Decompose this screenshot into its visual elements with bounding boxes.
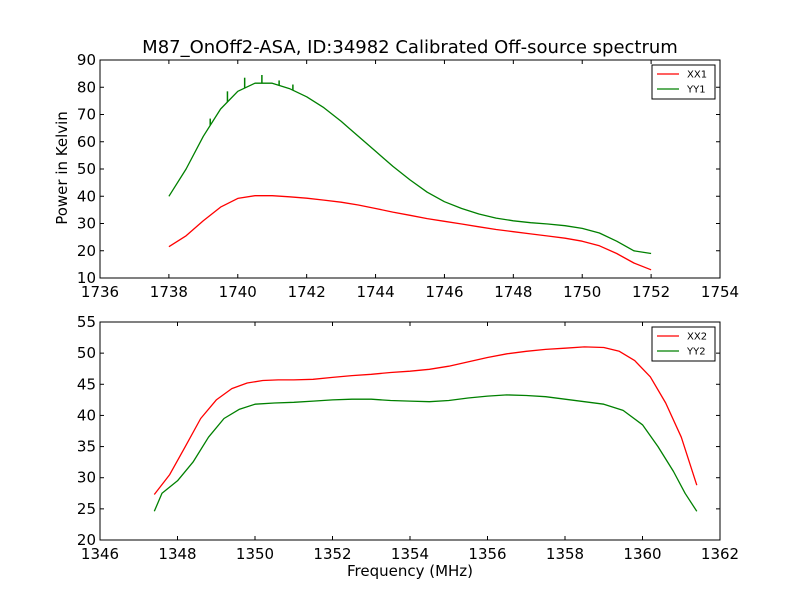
top-series-line-xx1 bbox=[168, 195, 652, 271]
top-panel: 1736 1738 1740 1742 1744 1746 1748 1750 1752 1754… bbox=[77, 51, 739, 301]
bottom-y-tick-label-6: 50 bbox=[77, 344, 96, 362]
top-x-tick-label-3: 1742 bbox=[288, 283, 326, 301]
bottom-legend-label-yy2: YY2 bbox=[686, 347, 706, 358]
chart-title: M87_OnOff2-ASA, ID:34982 Calibrated Off-… bbox=[142, 37, 678, 58]
top-x-tick-label-4: 1744 bbox=[356, 283, 394, 301]
bottom-y-tick-label-2: 30 bbox=[77, 469, 96, 487]
bottom-y-tick-label-4: 40 bbox=[77, 406, 96, 424]
top-x-tick-label-6: 1748 bbox=[494, 283, 532, 301]
bottom-legend-label-xx2: XX2 bbox=[687, 332, 707, 343]
bottom-y-tick-label-0: 20 bbox=[77, 531, 96, 549]
bottom-y-tick-label-5: 45 bbox=[77, 375, 96, 393]
top-y-tick-label-1: 20 bbox=[77, 242, 96, 260]
top-y-axis-label: Power in Kelvin bbox=[53, 111, 71, 225]
top-y-tick-label-5: 60 bbox=[77, 133, 96, 151]
bottom-panel: 1346 1348 1350 1352 1354 1356 1358 1360 1362 20 25… bbox=[77, 313, 739, 563]
bottom-x-tick-label-2: 1350 bbox=[236, 545, 274, 563]
top-x-tick-label-5: 1746 bbox=[425, 283, 463, 301]
top-x-tick-label-0: 1736 bbox=[81, 283, 119, 301]
bottom-y-tick-label-3: 35 bbox=[77, 438, 96, 456]
top-y-tick-label-6: 70 bbox=[77, 106, 96, 124]
bottom-legend bbox=[651, 326, 716, 362]
bottom-y-tick-label-1: 25 bbox=[77, 500, 96, 518]
top-x-tick-label-8: 1752 bbox=[632, 283, 670, 301]
top-series-line-yy1 bbox=[168, 82, 652, 255]
bottom-x-tick-label-1: 1348 bbox=[158, 545, 196, 563]
bottom-x-tick-label-8: 1362 bbox=[701, 545, 739, 563]
top-y-tick-label-8: 90 bbox=[77, 51, 96, 69]
top-y-tick-label-7: 80 bbox=[77, 78, 96, 96]
bottom-x-tick-label-0: 1346 bbox=[81, 545, 119, 563]
top-legend-label-yy1: YY1 bbox=[686, 85, 706, 96]
bottom-series-line-xx2 bbox=[153, 346, 698, 495]
top-y-tick-label-0: 10 bbox=[77, 269, 96, 287]
top-x-tick-label-9: 1754 bbox=[701, 283, 739, 301]
top-x-tick-label-7: 1750 bbox=[563, 283, 601, 301]
bottom-x-axis-label: Frequency (MHz) bbox=[347, 562, 473, 580]
top-y-tick-label-2: 30 bbox=[77, 215, 96, 233]
top-y-tick-label-4: 50 bbox=[77, 160, 96, 178]
bottom-x-tick-label-5: 1356 bbox=[468, 545, 506, 563]
top-legend bbox=[651, 64, 716, 100]
bottom-series-line-yy2 bbox=[153, 394, 698, 512]
top-x-tick-label-2: 1740 bbox=[219, 283, 257, 301]
top-x-tick-label-1: 1738 bbox=[150, 283, 188, 301]
bottom-x-tick-label-7: 1360 bbox=[623, 545, 661, 563]
bottom-y-tick-label-7: 55 bbox=[77, 313, 96, 331]
bottom-x-tick-label-3: 1352 bbox=[313, 545, 351, 563]
top-y-tick-label-3: 40 bbox=[77, 187, 96, 205]
top-legend-label-xx1: XX1 bbox=[687, 70, 707, 81]
bottom-x-tick-label-4: 1354 bbox=[391, 545, 429, 563]
bottom-x-tick-label-6: 1358 bbox=[546, 545, 584, 563]
